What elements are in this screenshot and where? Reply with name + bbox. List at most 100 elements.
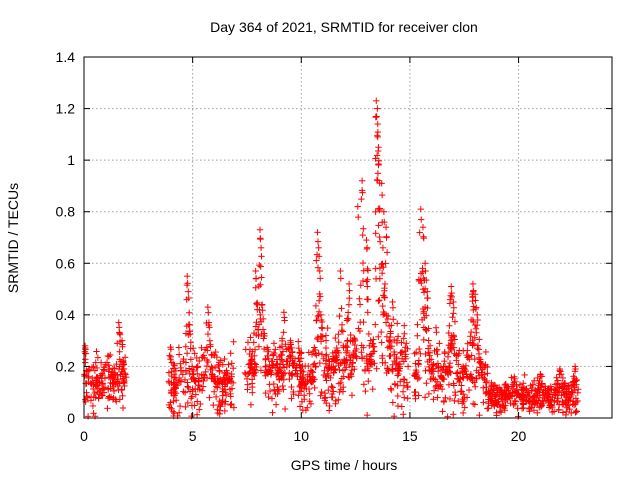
data-point xyxy=(472,297,479,304)
data-point xyxy=(295,344,302,352)
data-point xyxy=(302,406,310,414)
data-point xyxy=(271,349,278,357)
data-point xyxy=(412,388,419,396)
data-point xyxy=(337,379,344,387)
data-point xyxy=(391,357,398,365)
data-point xyxy=(287,341,295,348)
data-point xyxy=(378,191,386,199)
data-point xyxy=(331,365,338,373)
data-point xyxy=(434,351,441,358)
data-point xyxy=(93,348,100,355)
data-point xyxy=(358,342,365,349)
data-point xyxy=(572,409,579,416)
data-point xyxy=(328,383,335,390)
x-tick-label: 5 xyxy=(189,428,197,444)
data-point xyxy=(444,353,452,360)
data-point xyxy=(122,371,129,378)
data-point xyxy=(272,401,280,408)
data-point xyxy=(328,394,336,401)
data-point xyxy=(488,402,496,409)
data-point xyxy=(272,346,279,353)
data-point xyxy=(467,328,475,336)
data-point xyxy=(416,229,423,236)
data-point xyxy=(106,393,113,400)
data-point xyxy=(204,303,212,311)
data-point xyxy=(445,348,453,356)
data-point xyxy=(547,383,554,390)
data-point xyxy=(369,340,377,348)
data-point xyxy=(196,357,203,365)
data-point xyxy=(167,387,175,394)
data-point xyxy=(261,369,269,376)
data-point xyxy=(397,349,405,356)
data-point xyxy=(323,351,330,358)
data-point xyxy=(247,364,255,372)
data-point xyxy=(502,393,510,401)
data-point xyxy=(467,371,475,378)
data-point xyxy=(198,344,205,351)
data-point xyxy=(573,408,580,415)
data-point xyxy=(451,318,459,325)
data-point xyxy=(275,387,283,395)
data-point xyxy=(316,359,324,367)
data-point xyxy=(559,374,567,382)
data-point xyxy=(244,386,251,393)
data-point xyxy=(470,341,478,348)
data-point xyxy=(275,368,282,376)
data-point xyxy=(390,316,397,323)
data-point xyxy=(323,399,330,407)
data-point xyxy=(288,395,295,402)
data-point xyxy=(438,385,446,393)
data-point xyxy=(446,395,454,403)
data-point xyxy=(264,352,271,360)
data-point xyxy=(310,361,317,368)
data-point xyxy=(364,267,372,274)
data-point xyxy=(445,329,452,337)
data-point xyxy=(99,380,107,387)
data-point xyxy=(470,303,477,310)
data-point xyxy=(467,333,474,340)
data-point xyxy=(227,350,234,357)
data-point xyxy=(262,356,269,363)
data-point xyxy=(538,383,545,391)
data-point xyxy=(222,371,230,379)
data-point xyxy=(358,349,365,356)
data-point xyxy=(378,328,385,336)
data-point xyxy=(376,296,383,304)
data-point xyxy=(446,368,453,375)
data-point xyxy=(476,411,483,419)
data-point xyxy=(403,340,410,347)
data-point xyxy=(175,351,183,358)
data-point xyxy=(347,370,355,377)
data-point xyxy=(185,294,192,302)
data-point xyxy=(401,322,408,329)
data-point xyxy=(308,351,316,358)
data-point xyxy=(100,366,107,373)
data-point xyxy=(257,235,264,243)
data-point xyxy=(329,384,336,391)
data-point xyxy=(476,359,483,366)
data-point xyxy=(198,387,206,394)
data-point xyxy=(563,398,570,406)
data-point xyxy=(518,396,526,403)
data-point xyxy=(228,400,235,408)
data-point xyxy=(445,381,453,388)
data-point xyxy=(372,230,379,237)
data-point xyxy=(450,298,457,306)
data-point xyxy=(109,396,117,403)
y-tick-label: 0 xyxy=(67,410,75,426)
data-point xyxy=(471,401,478,408)
data-point xyxy=(460,398,467,405)
data-point xyxy=(251,366,258,374)
data-point xyxy=(364,283,371,290)
data-point xyxy=(300,368,307,376)
data-point xyxy=(416,345,423,353)
data-point xyxy=(382,319,390,326)
data-point xyxy=(286,375,293,383)
data-point xyxy=(530,377,538,385)
data-point xyxy=(420,336,427,344)
data-point xyxy=(559,409,567,416)
data-point xyxy=(476,336,483,343)
data-point xyxy=(346,294,353,302)
data-point xyxy=(417,277,424,284)
